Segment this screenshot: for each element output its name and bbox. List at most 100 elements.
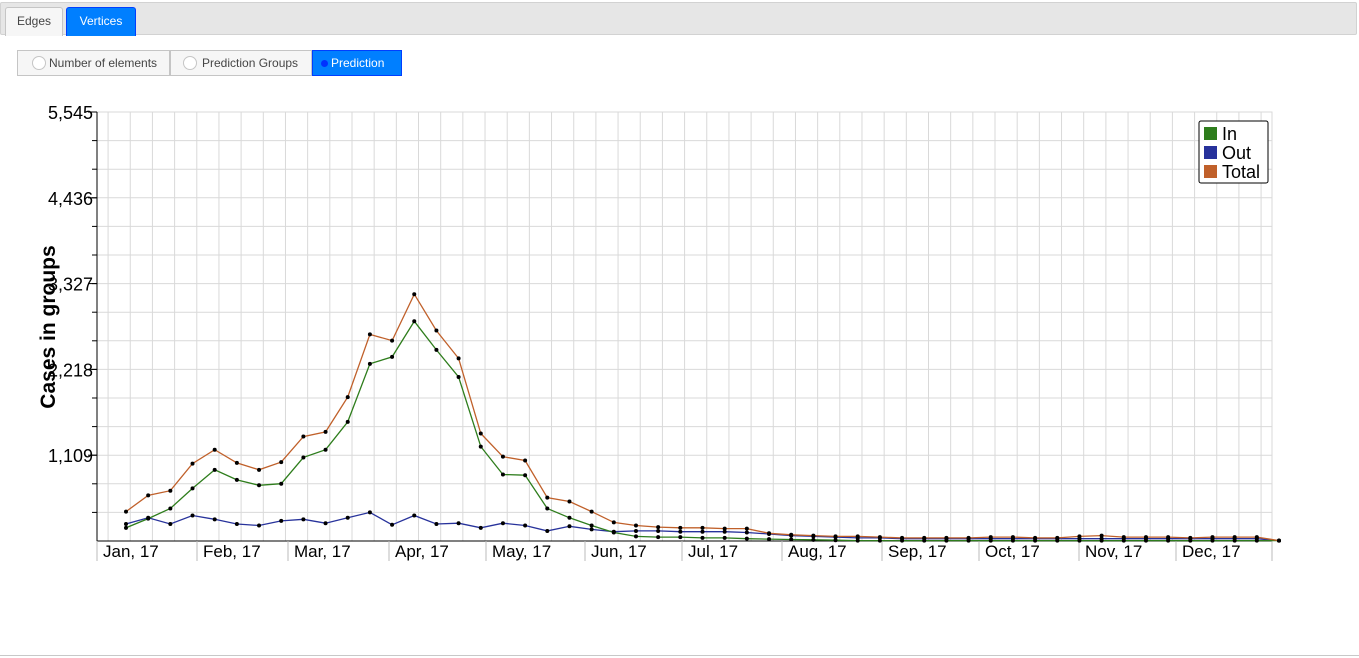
data-point-in (722, 535, 727, 540)
data-point-in (523, 473, 528, 478)
data-point-in (589, 523, 594, 528)
data-point-in (434, 347, 439, 352)
data-point-total (722, 526, 727, 531)
data-point-out (434, 521, 439, 526)
data-point-total (1121, 535, 1126, 540)
data-point-out (567, 524, 572, 529)
data-point-in (234, 477, 239, 482)
radio-checked-icon (321, 60, 328, 67)
x-tick-label: Dec, 17 (1182, 542, 1241, 561)
data-point-total (744, 526, 749, 531)
data-point-in (656, 535, 661, 540)
data-point-in (633, 534, 638, 539)
data-point-total (301, 434, 306, 439)
radio-label: Prediction (331, 56, 385, 70)
data-point-out (190, 513, 195, 518)
data-point-in (168, 506, 173, 511)
data-point-in (1232, 538, 1237, 543)
y-axis-label: Cases in groups (37, 245, 60, 408)
data-point-total (500, 454, 505, 459)
data-point-total (345, 395, 350, 400)
chart-series (124, 292, 1281, 543)
tab-vertices[interactable]: Vertices (66, 7, 136, 36)
data-point-out (523, 523, 528, 528)
data-point-total (190, 461, 195, 466)
data-point-in (1166, 538, 1171, 543)
data-point-in (789, 537, 794, 542)
data-point-total (1099, 533, 1104, 538)
x-tick-label: Apr, 17 (395, 542, 449, 561)
y-tick-label: 2,218 (48, 360, 93, 380)
data-point-out (478, 525, 483, 530)
legend-swatch-in (1204, 127, 1217, 140)
radio-unchecked-icon (183, 56, 197, 70)
data-point-in (567, 515, 572, 520)
x-tick-label: Feb, 17 (203, 542, 261, 561)
data-point-in (611, 530, 616, 535)
x-tick-label: Sep, 17 (888, 542, 947, 561)
legend-swatch-total (1204, 165, 1217, 178)
data-point-total (545, 495, 550, 500)
data-point-total (412, 292, 417, 297)
data-point-total (279, 460, 284, 465)
data-point-total (700, 525, 705, 530)
data-point-in (744, 536, 749, 541)
x-tick-label: Jul, 17 (688, 542, 738, 561)
y-tick-label: 3,327 (48, 275, 93, 295)
data-point-total (124, 509, 128, 514)
radio-prediction[interactable]: Prediction (312, 50, 402, 76)
data-point-in (279, 481, 284, 486)
data-point-total (966, 535, 971, 540)
data-point-total (523, 458, 528, 463)
data-point-total (212, 447, 217, 452)
prediction-line-chart: 1,109 2,218 3,327 4,436 5,545 Jan, 17 Feb, 17… (37, 103, 1281, 561)
data-point-in (678, 535, 683, 540)
data-point-in (545, 506, 550, 511)
legend-label-total: Total (1222, 162, 1260, 182)
data-point-out (168, 521, 173, 526)
data-point-total (988, 535, 993, 540)
data-point-out (257, 523, 262, 528)
tab-edges[interactable]: Edges (5, 7, 63, 36)
data-point-total (1143, 535, 1148, 540)
radio-number-of-elements[interactable]: Number of elements (17, 50, 170, 76)
x-tick-label: Jan, 17 (103, 542, 159, 561)
legend-label-out: Out (1222, 143, 1251, 163)
x-tick-label: Oct, 17 (985, 542, 1040, 561)
data-point-in (190, 486, 195, 491)
data-point-total (567, 499, 572, 504)
data-point-out (279, 518, 284, 523)
data-point-in (1099, 538, 1104, 543)
data-point-in (390, 354, 395, 359)
data-point-in (1210, 538, 1215, 543)
data-point-total (656, 525, 661, 530)
data-point-in (257, 483, 262, 488)
data-point-in (1077, 538, 1082, 543)
data-point-total (146, 493, 151, 498)
data-point-in (478, 444, 483, 449)
x-tick-label: May, 17 (492, 542, 551, 561)
data-point-in (1254, 538, 1259, 543)
y-axis: 1,109 2,218 3,327 4,436 5,545 (48, 103, 98, 541)
data-point-total (323, 429, 328, 434)
data-point-in (833, 538, 838, 543)
x-tick-label: Jun, 17 (591, 542, 647, 561)
data-point-in (500, 472, 505, 477)
data-point-in (124, 525, 128, 530)
divider (0, 655, 1359, 656)
data-point-out (545, 528, 550, 533)
data-point-total (633, 523, 638, 528)
data-point-total (456, 356, 461, 361)
data-point-in (323, 447, 328, 452)
data-point-out (456, 521, 461, 526)
chart-grid (96, 111, 1273, 542)
data-point-out (633, 528, 638, 533)
tab-bar: Edges Vertices (0, 2, 1357, 36)
data-point-out (212, 517, 217, 522)
data-point-out (390, 522, 395, 527)
data-point-total (855, 534, 860, 539)
data-point-in (767, 537, 772, 542)
data-point-out (500, 521, 505, 526)
data-point-total (944, 535, 949, 540)
radio-prediction-groups[interactable]: Prediction Groups (170, 50, 312, 76)
